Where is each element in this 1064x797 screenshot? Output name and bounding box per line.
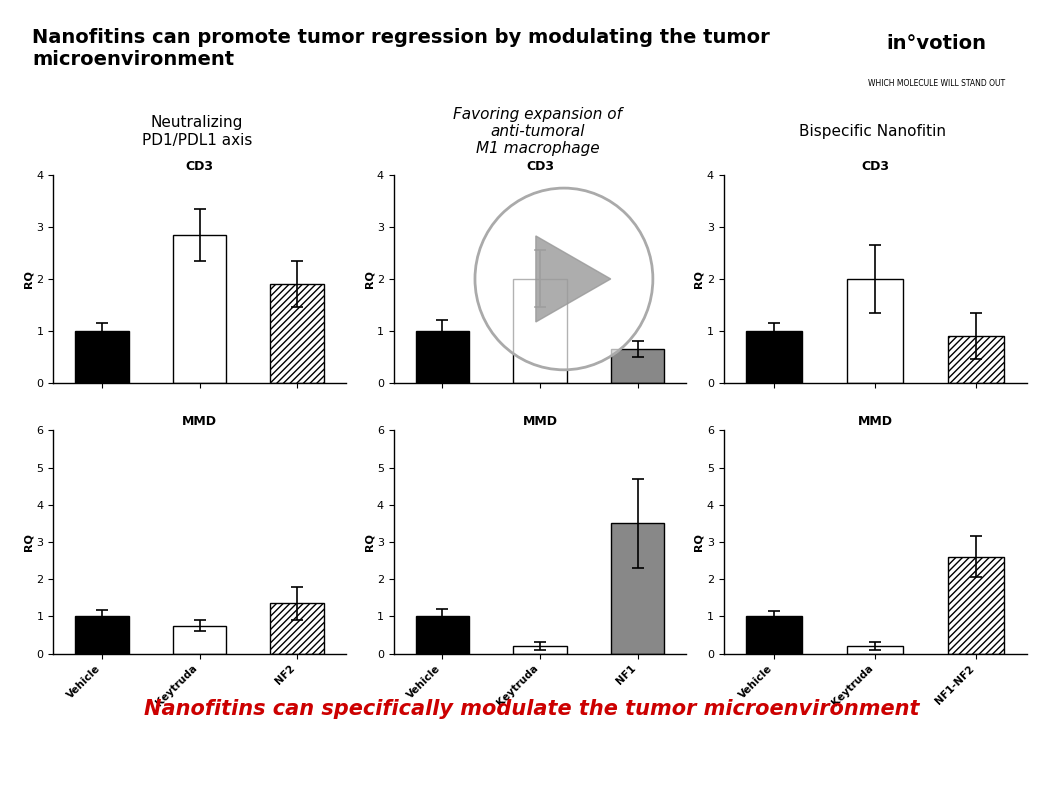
Text: CONFIDENTIAL: CONFIDENTIAL: [746, 760, 871, 775]
Bar: [611, 524, 664, 654]
Text: PEGS Europe virtual – November 10th 2020: PEGS Europe virtual – November 10th 2020: [381, 760, 683, 774]
Y-axis label: RQ: RQ: [23, 270, 34, 288]
Y-axis label: RQ: RQ: [694, 533, 704, 551]
Text: Nanofitins can specifically modulate the tumor microenvironment: Nanofitins can specifically modulate the…: [145, 699, 919, 720]
Bar: [76, 616, 129, 654]
Title: CD3: CD3: [185, 159, 214, 173]
Y-axis label: RQ: RQ: [23, 533, 34, 551]
Circle shape: [475, 188, 653, 370]
Bar: [513, 646, 567, 654]
Bar: [746, 331, 802, 383]
Bar: [847, 646, 903, 654]
Bar: [611, 349, 664, 383]
Bar: [172, 235, 227, 383]
Y-axis label: RQ: RQ: [694, 270, 704, 288]
Text: Bispecific Nanofitin: Bispecific Nanofitin: [799, 124, 946, 139]
Title: MMD: MMD: [182, 414, 217, 428]
Polygon shape: [536, 236, 611, 322]
Bar: [746, 616, 802, 654]
Text: Neutralizing
PD1/PDL1 axis: Neutralizing PD1/PDL1 axis: [142, 116, 252, 147]
Bar: [416, 331, 469, 383]
Y-axis label: RQ: RQ: [364, 533, 375, 551]
Text: Nanofitins can promote tumor regression by modulating the tumor
microenvironment: Nanofitins can promote tumor regression …: [32, 28, 769, 69]
Bar: [847, 279, 903, 383]
Y-axis label: RQ: RQ: [364, 270, 375, 288]
Bar: [76, 331, 129, 383]
Text: Favoring expansion of
anti-tumoral
M1 macrophage: Favoring expansion of anti-tumoral M1 ma…: [453, 107, 621, 156]
Bar: [270, 285, 323, 383]
Bar: [270, 603, 323, 654]
Title: CD3: CD3: [526, 159, 554, 173]
Text: 21: 21: [967, 758, 991, 776]
Title: CD3: CD3: [861, 159, 890, 173]
Title: MMD: MMD: [858, 414, 893, 428]
Bar: [172, 626, 227, 654]
Text: WHICH MOLECULE WILL STAND OUT: WHICH MOLECULE WILL STAND OUT: [868, 79, 1004, 88]
Bar: [513, 279, 567, 383]
Text: in°votion: in°votion: [886, 34, 986, 53]
Bar: [416, 616, 469, 654]
Bar: [948, 336, 1004, 383]
Bar: [948, 557, 1004, 654]
Title: MMD: MMD: [522, 414, 558, 428]
